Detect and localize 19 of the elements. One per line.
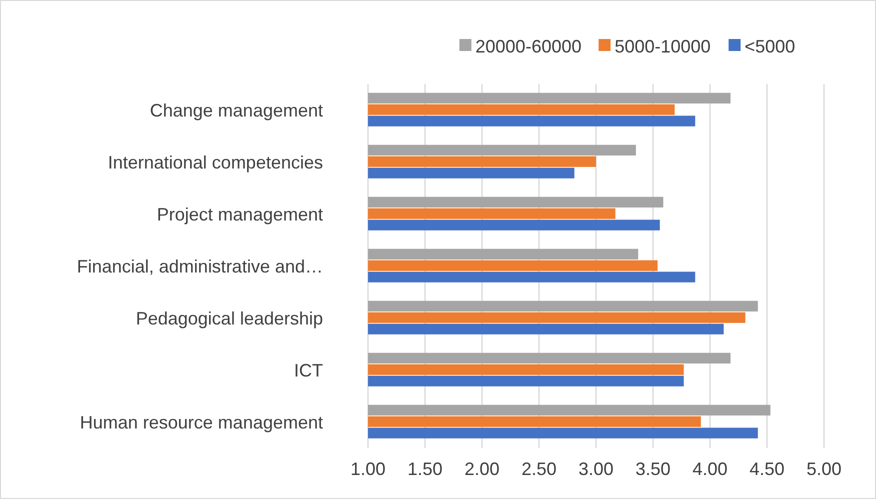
legend-label: 5000-10000 [614, 36, 711, 56]
x-tick-label: 2.50 [521, 459, 557, 479]
y-tick-label: Project management [156, 204, 323, 224]
x-tick-label: 1.50 [407, 459, 443, 479]
x-tick-label: 4.00 [692, 459, 728, 479]
x-tick-label: 5.00 [806, 459, 842, 479]
x-tick-label: 4.50 [749, 459, 785, 479]
legend-label: 20000-60000 [475, 36, 582, 56]
y-tick-label: Pedagogical leadership [136, 308, 323, 328]
x-tick-label: 2.00 [464, 459, 500, 479]
y-tick-label: Human resource management [80, 412, 323, 432]
y-tick-label: Financial, administrative and… [76, 256, 323, 276]
y-tick-label: ICT [294, 360, 323, 380]
y-tick-label: International competencies [108, 152, 323, 172]
legend-label: <5000 [744, 36, 796, 56]
x-tick-label: 3.00 [578, 459, 614, 479]
x-tick-label: 1.00 [350, 459, 386, 479]
x-tick-label: 3.50 [635, 459, 671, 479]
y-tick-label: Change management [150, 100, 323, 120]
